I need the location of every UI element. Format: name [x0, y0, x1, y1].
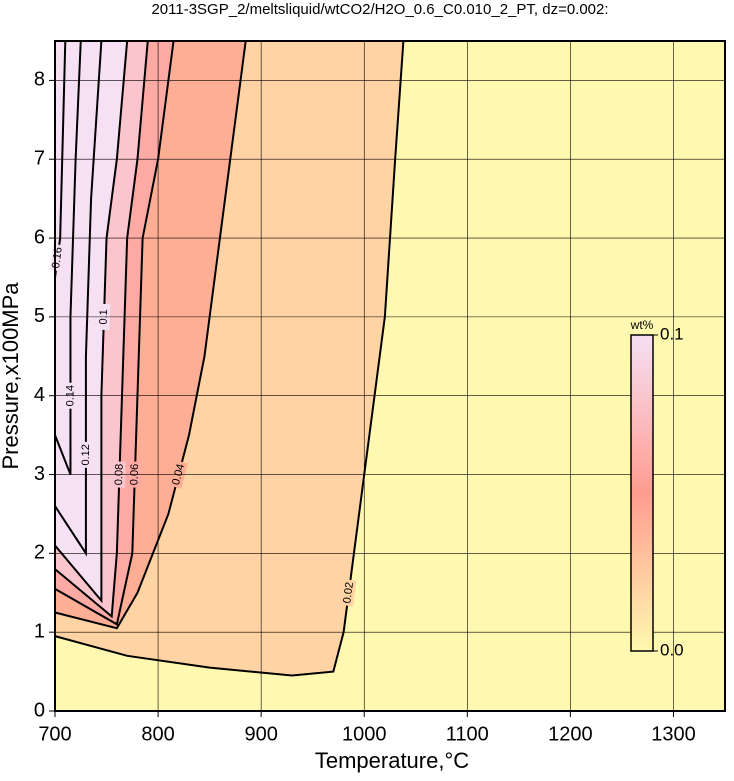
y-tick-label: 3 [34, 463, 45, 485]
y-tick-label: 0 [34, 699, 45, 721]
contour-label-bg [79, 441, 92, 468]
x-tick-label: 1100 [446, 723, 489, 745]
y-tick-label: 6 [34, 226, 45, 248]
y-tick-label: 7 [34, 148, 45, 170]
y-tick-label: 2 [34, 542, 45, 564]
chart-title: 2011-3SGP_2/meltsliquid/wtCO2/H2O_0.6_C0… [151, 1, 608, 18]
contour-label: 0.12 [80, 444, 92, 465]
x-tick-label: 700 [38, 723, 71, 745]
x-tick-label: 1300 [651, 723, 696, 745]
y-tick-label: 4 [34, 384, 45, 406]
plot-frame [54, 40, 726, 712]
colorbar-tick-label: 0.1 [660, 324, 684, 343]
colorbar [630, 334, 654, 652]
x-tick-label: 900 [244, 723, 277, 745]
x-tick-label: 800 [141, 723, 174, 745]
contour-line [54, 40, 103, 557]
colorbar-label: wt% [630, 318, 654, 332]
colorbar-tick-label: 0.0 [660, 640, 684, 659]
contour-label-bg [49, 244, 66, 272]
x-tick-label: 1000 [342, 723, 387, 745]
y-tick-label: 8 [34, 69, 45, 91]
y-tick-label: 5 [34, 305, 45, 327]
x-axis-label: Temperature,°C [315, 748, 469, 773]
contour-label-bg [341, 579, 357, 607]
contour-label: 0.02 [341, 581, 356, 604]
x-tick-label: 1200 [548, 723, 593, 745]
y-axis-label: Pressure,x100MPa [0, 282, 23, 470]
y-tick-label: 1 [34, 620, 45, 642]
contour-label: 0.16 [50, 246, 65, 269]
